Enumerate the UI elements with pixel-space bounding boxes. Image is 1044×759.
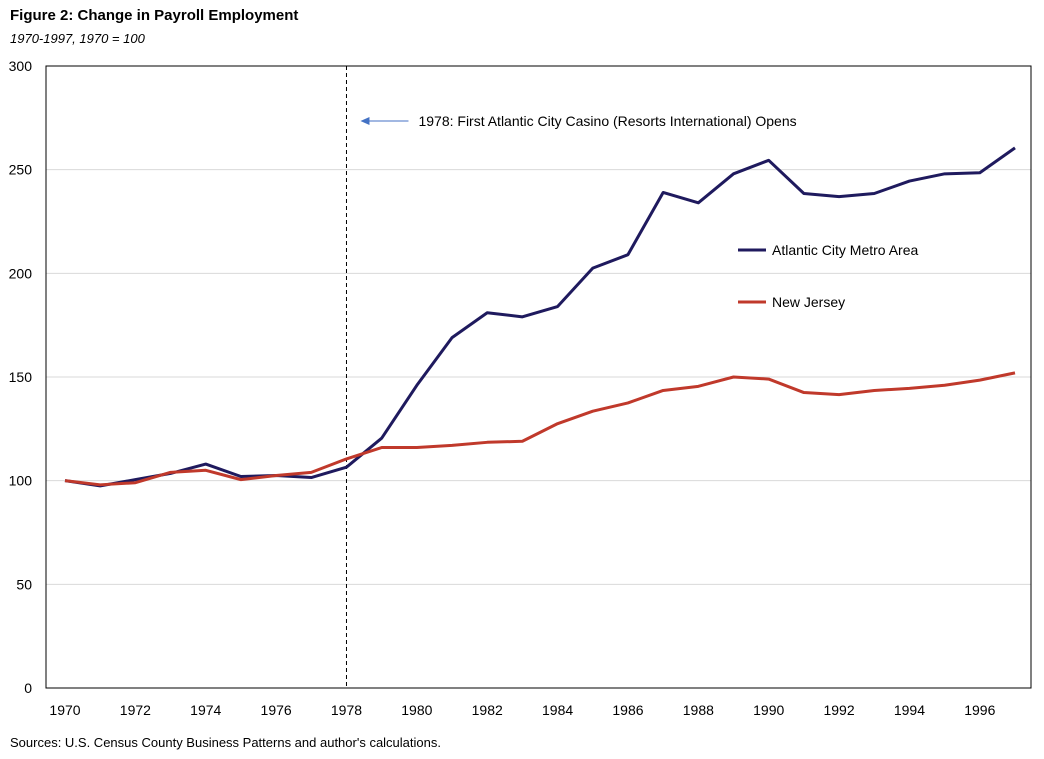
legend-label: New Jersey xyxy=(772,294,845,310)
legend: Atlantic City Metro Area New Jersey xyxy=(738,242,918,310)
x-tick-label: 1988 xyxy=(683,702,714,718)
y-tick-label: 100 xyxy=(9,473,33,489)
plot-area-frame xyxy=(45,65,1032,689)
annotation-text: 1978: First Atlantic City Casino (Resort… xyxy=(418,113,796,129)
x-tick-label: 1994 xyxy=(894,702,925,718)
y-tick-label: 0 xyxy=(24,680,32,696)
x-tick-label: 1986 xyxy=(612,702,643,718)
x-tick-label: 1972 xyxy=(120,702,151,718)
x-axis-ticks: 1970 1972 1974 1976 1978 1980 1982 1984 1986 1988… xyxy=(49,702,995,718)
x-tick-label: 1984 xyxy=(542,702,573,718)
x-tick-label: 1970 xyxy=(49,702,80,718)
series-lines xyxy=(64,146,1016,488)
x-tick-label: 1982 xyxy=(472,702,503,718)
chart-title: Figure 2: Change in Payroll Employment xyxy=(10,7,299,24)
legend-label: Atlantic City Metro Area xyxy=(772,242,918,258)
gridlines xyxy=(46,65,1031,689)
y-tick-label: 250 xyxy=(9,162,33,178)
y-tick-label: 300 xyxy=(9,58,33,74)
x-tick-label: 1980 xyxy=(401,702,432,718)
x-tick-label: 1992 xyxy=(823,702,854,718)
x-tick-label: 1974 xyxy=(190,702,221,718)
x-tick-label: 1996 xyxy=(964,702,995,718)
x-tick-label: 1990 xyxy=(753,702,784,718)
annotation: 1978: First Atlantic City Casino (Resort… xyxy=(360,113,797,129)
y-axis-ticks: 0 50 100 150 200 250 300 xyxy=(9,58,33,696)
source-note: Sources: U.S. Census County Business Pat… xyxy=(10,735,441,750)
annotation-arrow-head xyxy=(360,117,370,125)
y-tick-label: 50 xyxy=(16,576,32,592)
x-tick-label: 1978 xyxy=(331,702,362,718)
series-line-atlantic-city-metro-area xyxy=(64,146,1016,488)
y-tick-label: 150 xyxy=(9,369,33,385)
y-tick-label: 200 xyxy=(9,265,33,281)
series-line-new-jersey xyxy=(64,371,1016,487)
x-tick-label: 1976 xyxy=(261,702,292,718)
chart-subtitle: 1970-1997, 1970 = 100 xyxy=(10,31,145,46)
